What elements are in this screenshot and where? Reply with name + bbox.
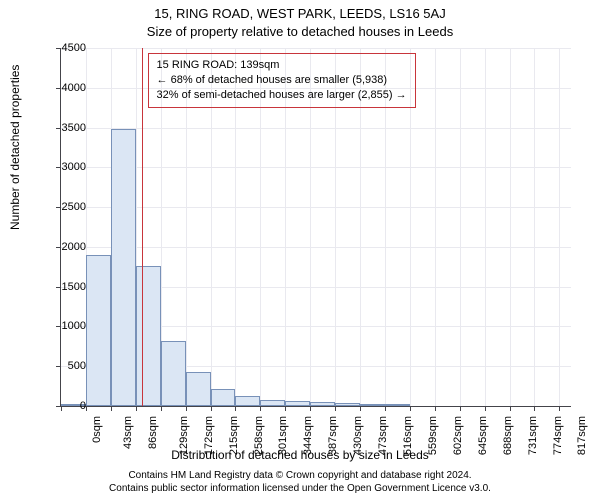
histogram-bar bbox=[86, 255, 111, 406]
xtick-mark bbox=[460, 406, 461, 411]
xtick-label: 430sqm bbox=[352, 416, 364, 455]
xtick-mark bbox=[136, 406, 137, 411]
histogram-bar bbox=[235, 396, 260, 406]
gridline-h bbox=[61, 247, 571, 248]
marker-line bbox=[142, 48, 143, 406]
xtick-label: 731sqm bbox=[527, 416, 539, 455]
ytick-label: 3500 bbox=[62, 122, 86, 134]
ytick-mark bbox=[56, 48, 61, 49]
chart-container: 15, RING ROAD, WEST PARK, LEEDS, LS16 5A… bbox=[0, 0, 600, 500]
ytick-mark bbox=[56, 287, 61, 288]
gridline-h bbox=[61, 167, 571, 168]
xtick-mark bbox=[410, 406, 411, 411]
xtick-mark bbox=[385, 406, 386, 411]
gridline-h bbox=[61, 48, 571, 49]
gridline-v bbox=[435, 48, 436, 406]
xtick-label: 688sqm bbox=[502, 416, 514, 455]
chart-title-main: 15, RING ROAD, WEST PARK, LEEDS, LS16 5A… bbox=[0, 6, 600, 21]
xtick-label: 172sqm bbox=[203, 416, 215, 455]
gridline-v bbox=[534, 48, 535, 406]
ytick-mark bbox=[56, 88, 61, 89]
xtick-label: 473sqm bbox=[377, 416, 389, 455]
gridline-v bbox=[485, 48, 486, 406]
xtick-mark bbox=[310, 406, 311, 411]
xtick-mark bbox=[335, 406, 336, 411]
histogram-bar bbox=[385, 404, 410, 406]
xtick-label: 129sqm bbox=[178, 416, 190, 455]
xtick-mark bbox=[86, 406, 87, 411]
copyright-text: Contains HM Land Registry data © Crown c… bbox=[0, 469, 600, 495]
ytick-label: 1500 bbox=[62, 281, 86, 293]
ytick-label: 3000 bbox=[62, 161, 86, 173]
xtick-mark bbox=[360, 406, 361, 411]
ytick-label: 500 bbox=[68, 360, 86, 372]
xtick-label: 215sqm bbox=[228, 416, 240, 455]
gridline-h bbox=[61, 207, 571, 208]
copyright-line-2: Contains public sector information licen… bbox=[109, 483, 491, 494]
gridline-h bbox=[61, 128, 571, 129]
plot-area: 15 RING ROAD: 139sqm← 68% of detached ho… bbox=[60, 48, 571, 407]
ytick-mark bbox=[56, 167, 61, 168]
xtick-label: 516sqm bbox=[402, 416, 414, 455]
xtick-label: 344sqm bbox=[303, 416, 315, 455]
xtick-mark bbox=[61, 406, 62, 411]
xtick-label: 817sqm bbox=[577, 416, 589, 455]
histogram-bar bbox=[136, 266, 161, 406]
xtick-label: 301sqm bbox=[278, 416, 290, 455]
ytick-label: 0 bbox=[80, 400, 86, 412]
xtick-mark bbox=[161, 406, 162, 411]
histogram-bar bbox=[186, 372, 211, 406]
ytick-label: 1000 bbox=[62, 320, 86, 332]
histogram-bar bbox=[285, 401, 310, 406]
ytick-label: 2000 bbox=[62, 241, 86, 253]
ytick-mark bbox=[56, 128, 61, 129]
xtick-mark bbox=[260, 406, 261, 411]
xtick-label: 0sqm bbox=[91, 416, 103, 443]
histogram-bar bbox=[260, 400, 285, 406]
histogram-bar bbox=[111, 129, 136, 406]
histogram-bar bbox=[310, 402, 335, 406]
xtick-mark bbox=[285, 406, 286, 411]
xtick-label: 559sqm bbox=[427, 416, 439, 455]
gridline-v bbox=[559, 48, 560, 406]
ytick-label: 4500 bbox=[62, 42, 86, 54]
xtick-label: 258sqm bbox=[253, 416, 265, 455]
xtick-mark bbox=[559, 406, 560, 411]
y-axis-label: Number of detached properties bbox=[8, 65, 22, 230]
ytick-label: 2500 bbox=[62, 201, 86, 213]
xtick-mark bbox=[235, 406, 236, 411]
histogram-bar bbox=[360, 404, 385, 406]
xtick-mark bbox=[485, 406, 486, 411]
caption-box: 15 RING ROAD: 139sqm← 68% of detached ho… bbox=[148, 53, 416, 108]
xtick-label: 387sqm bbox=[327, 416, 339, 455]
gridline-v bbox=[460, 48, 461, 406]
chart-title-sub: Size of property relative to detached ho… bbox=[0, 24, 600, 39]
xtick-mark bbox=[510, 406, 511, 411]
caption-line-1: 15 RING ROAD: 139sqm bbox=[157, 58, 407, 73]
gridline-v bbox=[510, 48, 511, 406]
histogram-bar bbox=[335, 403, 360, 406]
xtick-mark bbox=[211, 406, 212, 411]
xtick-mark bbox=[186, 406, 187, 411]
xtick-mark bbox=[111, 406, 112, 411]
caption-line-3: 32% of semi-detached houses are larger (… bbox=[157, 88, 407, 103]
copyright-line-1: Contains HM Land Registry data © Crown c… bbox=[128, 470, 471, 481]
histogram-bar bbox=[161, 341, 186, 406]
ytick-mark bbox=[56, 247, 61, 248]
ytick-label: 4000 bbox=[62, 82, 86, 94]
histogram-bar bbox=[211, 389, 236, 407]
xtick-label: 602sqm bbox=[452, 416, 464, 455]
xtick-mark bbox=[435, 406, 436, 411]
xtick-mark bbox=[534, 406, 535, 411]
xtick-label: 645sqm bbox=[477, 416, 489, 455]
xtick-label: 43sqm bbox=[122, 416, 134, 449]
ytick-mark bbox=[56, 366, 61, 367]
xtick-label: 774sqm bbox=[552, 416, 564, 455]
ytick-mark bbox=[56, 326, 61, 327]
caption-line-2: ← 68% of detached houses are smaller (5,… bbox=[157, 73, 407, 88]
xtick-label: 86sqm bbox=[147, 416, 159, 449]
ytick-mark bbox=[56, 207, 61, 208]
